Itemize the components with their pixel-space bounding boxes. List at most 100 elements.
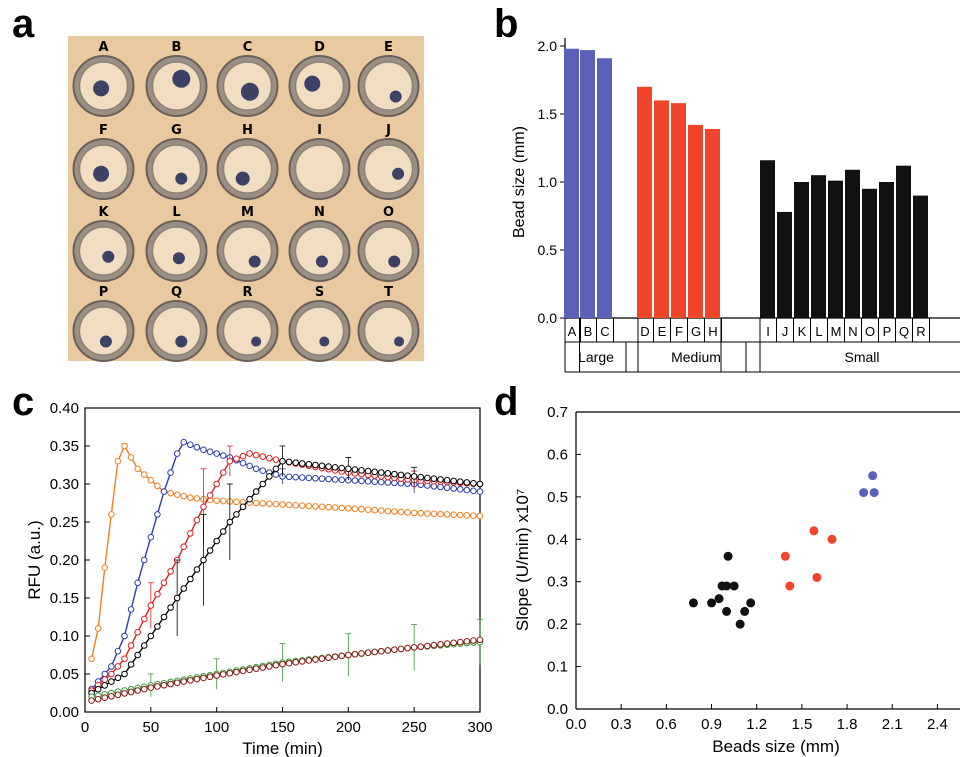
y-tick-label: 0.20: [50, 552, 79, 569]
well-label: L: [172, 205, 180, 220]
data-point: [173, 679, 181, 687]
data-point: [450, 477, 457, 485]
well-cup: [294, 226, 345, 276]
bead: [172, 252, 185, 265]
data-point: [121, 690, 128, 697]
data-point: [239, 667, 247, 675]
data-point: [285, 659, 293, 667]
data-point: [127, 642, 135, 649]
data-point: [154, 623, 161, 630]
data-point: [298, 658, 306, 665]
data-point: [173, 450, 181, 457]
x-tick-label: O: [865, 324, 875, 339]
data-point: [114, 663, 122, 670]
bead: [172, 69, 191, 88]
well-plate-photo: A B C D E F G H I J K L M N O P Q R S T: [68, 36, 424, 362]
y-tick-label: 0.10: [50, 628, 79, 645]
data-point: [140, 642, 148, 649]
y-tick-label: 0.2: [547, 616, 568, 633]
data-point: [443, 640, 451, 647]
group-label-medium: Medium: [671, 349, 721, 365]
data-point: [325, 654, 332, 662]
data-point: [470, 637, 477, 644]
data-point: [338, 476, 346, 484]
y-tick-label: 0.5: [538, 242, 558, 258]
bar-D: [637, 86, 652, 318]
y-tick-label: 0.5: [547, 489, 568, 506]
data-point: [345, 505, 352, 512]
x-tick-label: 50: [142, 719, 159, 736]
y-tick-label: 0.3: [547, 574, 568, 591]
x-axis-title: Time (min): [242, 739, 323, 757]
data-point: [404, 472, 411, 479]
data-point: [94, 695, 102, 703]
data-point: [219, 671, 227, 678]
data-point: [298, 460, 306, 467]
data-point: [338, 464, 346, 472]
data-point: [456, 638, 464, 646]
scatter-point: [735, 619, 745, 629]
well-cup: [151, 144, 202, 194]
data-point: [187, 530, 194, 537]
y-tick-label: 0.00: [50, 704, 79, 721]
data-point: [285, 501, 293, 509]
x-tick-label: H: [708, 324, 717, 339]
data-point: [114, 647, 122, 655]
y-tick-label: 0.6: [547, 446, 568, 463]
bead: [392, 167, 405, 180]
data-point: [140, 471, 148, 478]
well-cup: [78, 306, 129, 356]
well-label: G: [171, 123, 182, 138]
x-axis-title: Beads size (mm): [712, 737, 840, 756]
scatter-point: [859, 488, 869, 498]
data-point: [279, 501, 286, 508]
bar-L: [811, 175, 826, 318]
well-label: F: [99, 123, 108, 138]
data-point: [180, 678, 188, 685]
bar-O: [862, 188, 877, 318]
data-point: [312, 461, 319, 469]
data-point: [384, 507, 392, 515]
data-point: [114, 691, 122, 699]
data-point: [147, 632, 155, 640]
series-0: [88, 442, 484, 663]
well-label: P: [99, 285, 109, 300]
data-point: [108, 678, 115, 685]
y-tick-label: 1.5: [538, 106, 558, 122]
data-point: [351, 650, 359, 658]
x-tick-label: 150: [270, 719, 295, 736]
data-point: [397, 471, 405, 479]
scatter-point: [780, 551, 790, 561]
data-point: [410, 473, 418, 480]
bead: [389, 90, 402, 103]
well-label: D: [314, 40, 325, 55]
well-label: C: [243, 40, 253, 55]
x-tick-label: 1.5: [791, 716, 812, 733]
data-point: [108, 670, 115, 678]
x-tick-label: 0.9: [701, 716, 722, 733]
data-point: [318, 503, 326, 511]
bead: [93, 80, 110, 97]
bead: [319, 336, 330, 347]
data-point: [463, 479, 471, 486]
data-point: [410, 644, 418, 651]
data-point: [187, 677, 194, 684]
scatter-point: [688, 598, 698, 608]
well-label: R: [242, 285, 252, 300]
data-point: [160, 681, 168, 689]
x-tick-label: I: [766, 324, 770, 339]
data-point: [463, 486, 471, 494]
bar-B: [580, 50, 595, 319]
bead: [102, 250, 115, 263]
y-tick-label: 2.0: [538, 38, 558, 54]
data-point: [160, 488, 168, 495]
x-tick-label: A: [568, 324, 577, 339]
data-point: [266, 454, 273, 462]
y-tick-label: 0.4: [547, 531, 568, 548]
data-point: [470, 487, 477, 495]
data-point: [351, 477, 359, 484]
data-point: [187, 575, 194, 583]
scatter-point: [722, 606, 732, 616]
data-point: [450, 639, 457, 647]
data-point: [318, 475, 326, 482]
